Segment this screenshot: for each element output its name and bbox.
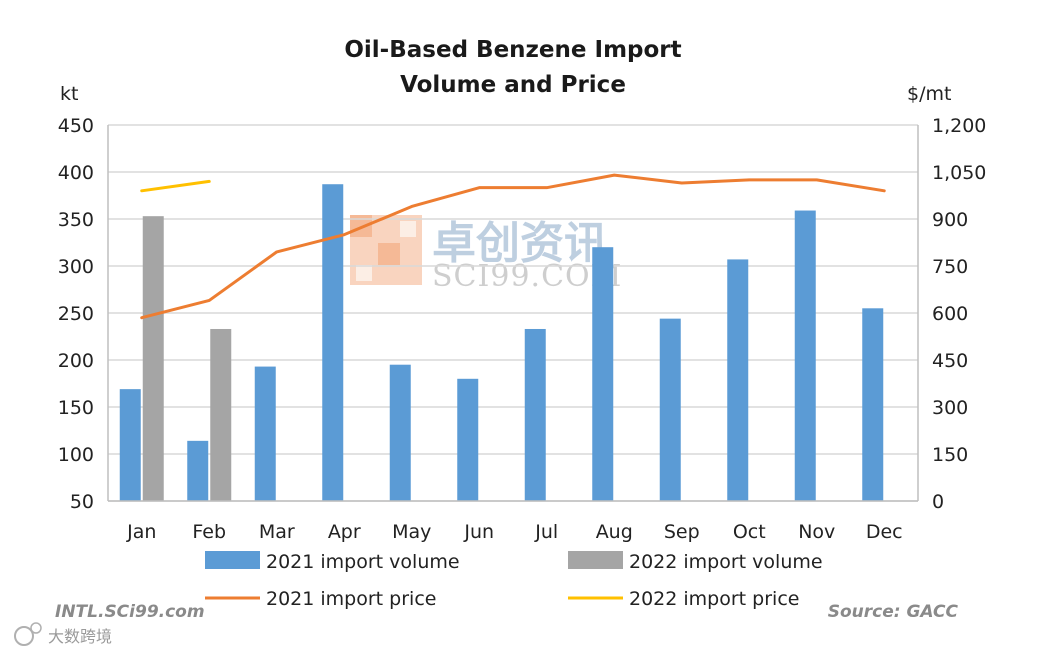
- watermark-logo-icon: [350, 215, 422, 285]
- legend-swatch-2021-volume: [205, 551, 260, 569]
- right-axis-unit: $/mt: [907, 83, 951, 105]
- right-axis-ticks: 0 150 300 450 600 750 900 1,050 1,200: [932, 115, 986, 513]
- legend-label-2022-price: 2022 import price: [629, 588, 799, 610]
- bars: [119, 184, 884, 502]
- axes: [107, 125, 919, 502]
- bar-2021-jan: [119, 389, 141, 501]
- bar-2021-dec: [862, 308, 884, 501]
- x-tick-sep: Sep: [664, 521, 700, 543]
- corner-watermark: 大数跨境: [14, 622, 112, 646]
- point-2021-price-apr: [343, 233, 346, 236]
- right-tick-1200: 1,200: [932, 115, 986, 137]
- point-2021-price-oct: [748, 178, 751, 182]
- watermark-cn: 卓创资讯: [432, 218, 608, 269]
- left-tick-250: 250: [58, 303, 94, 325]
- line-2021-price: [140, 173, 886, 320]
- right-tick-150: 150: [932, 444, 968, 466]
- bar-2021-mar: [254, 366, 276, 501]
- right-tick-750: 750: [932, 256, 968, 278]
- point-2021-price-dec: [883, 189, 886, 192]
- right-tick-600: 600: [932, 303, 968, 325]
- left-tick-200: 200: [58, 350, 94, 372]
- watermark: 卓创资讯 SCI99.COM: [350, 215, 622, 294]
- bar-2021-aug: [592, 247, 614, 501]
- footer-source: Source: GACC: [828, 602, 959, 622]
- x-tick-jul: Jul: [534, 521, 558, 543]
- chart-title-line-1: Oil-Based Benzene Import: [344, 37, 681, 63]
- bar-2021-jun: [457, 378, 479, 501]
- x-tick-nov: Nov: [798, 521, 835, 543]
- x-tick-jun: Jun: [463, 521, 494, 543]
- legend-swatch-2022-volume: [568, 551, 623, 569]
- watermark-en: SCI99.COM: [432, 259, 622, 294]
- left-tick-150: 150: [58, 397, 94, 419]
- bar-2021-oct: [727, 259, 749, 501]
- right-tick-0: 0: [932, 491, 944, 513]
- bar-2021-apr: [322, 184, 344, 501]
- x-tick-dec: Dec: [866, 521, 903, 543]
- bar-2022-feb: [210, 328, 232, 501]
- point-2021-price-feb: [208, 299, 211, 302]
- left-tick-50: 50: [70, 491, 94, 513]
- bar-2022-jan: [142, 216, 164, 501]
- bar-2021-feb: [187, 440, 209, 501]
- right-tick-1050: 1,050: [932, 162, 986, 184]
- bar-2021-sep: [659, 318, 681, 501]
- left-tick-100: 100: [58, 444, 94, 466]
- x-tick-mar: Mar: [259, 521, 295, 543]
- left-axis-unit: kt: [60, 83, 78, 105]
- bar-2021-may: [389, 364, 411, 501]
- x-tick-oct: Oct: [733, 521, 766, 543]
- chart-title-line-2: Volume and Price: [400, 72, 626, 98]
- price-lines: [140, 173, 886, 320]
- left-tick-350: 350: [58, 209, 94, 231]
- point-2021-price-may: [410, 205, 413, 208]
- right-tick-450: 450: [932, 350, 968, 372]
- x-tick-feb: Feb: [192, 521, 226, 543]
- left-tick-300: 300: [58, 256, 94, 278]
- legend-label-2021-price: 2021 import price: [266, 588, 436, 610]
- left-tick-400: 400: [58, 162, 94, 184]
- point-2022-price-feb: [208, 180, 211, 183]
- x-tick-jan: Jan: [126, 521, 156, 543]
- legend-label-2022-volume: 2022 import volume: [629, 551, 823, 573]
- corner-watermark-text: 大数跨境: [48, 627, 112, 646]
- x-axis-ticks: Jan Feb Mar Apr May Jun Jul Aug Sep Oct Nov Dec: [126, 521, 903, 543]
- right-tick-300: 300: [932, 397, 968, 419]
- weibo-icon: [14, 622, 42, 646]
- point-2021-price-sep: [680, 181, 683, 185]
- right-tick-900: 900: [932, 209, 968, 231]
- legend-label-2021-volume: 2021 import volume: [266, 551, 460, 573]
- point-2021-price-mar: [275, 250, 278, 254]
- legend: 2021 import volume 2022 import volume 20…: [205, 551, 823, 610]
- point-2021-price-jul: [545, 186, 548, 189]
- left-axis-ticks: 50 100 150 200 250 300 350 400 450: [58, 115, 94, 513]
- x-tick-may: May: [392, 521, 431, 543]
- point-2021-price-jan: [140, 316, 143, 319]
- left-tick-450: 450: [58, 115, 94, 137]
- line-2022-price: [140, 179, 211, 193]
- point-2021-price-jun: [478, 186, 481, 189]
- point-2021-price-aug: [613, 173, 616, 177]
- point-2021-price-nov: [815, 178, 818, 182]
- footer-site: INTL.SCi99.com: [55, 602, 205, 622]
- bar-2021-jul: [524, 328, 546, 501]
- point-2022-price-jan: [140, 189, 143, 192]
- x-tick-apr: Apr: [328, 521, 361, 543]
- x-tick-aug: Aug: [596, 521, 633, 543]
- bar-2021-nov: [794, 210, 816, 502]
